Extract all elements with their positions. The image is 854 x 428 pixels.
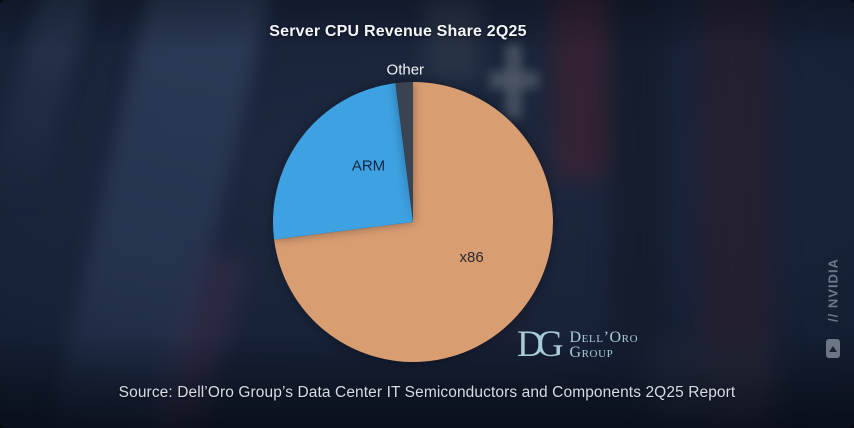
delloro-group: Group bbox=[569, 344, 614, 361]
pie-slice-arm bbox=[272, 83, 413, 240]
nvidia-watermark: // NVIDIA bbox=[825, 258, 841, 322]
pie-label-x86: x86 bbox=[460, 249, 484, 266]
up-triangle-icon bbox=[829, 345, 837, 352]
source-caption: Source: Dell’Oro Group’s Data Center IT … bbox=[118, 384, 736, 401]
delloro-monogram-icon: DG bbox=[517, 324, 564, 365]
delloro-logo: DG Dell’Oro Group bbox=[517, 324, 639, 365]
pie-label-arm: ARM bbox=[352, 157, 385, 174]
pie-label-other: Other bbox=[387, 61, 425, 78]
pie-slice-other bbox=[395, 82, 413, 222]
delloro-name: Dell’Oro bbox=[569, 329, 639, 346]
chart-title: Server CPU Revenue Share 2Q25 bbox=[269, 23, 527, 40]
scroll-top-icon[interactable] bbox=[826, 339, 840, 358]
pie-slice-x86 bbox=[274, 82, 553, 362]
